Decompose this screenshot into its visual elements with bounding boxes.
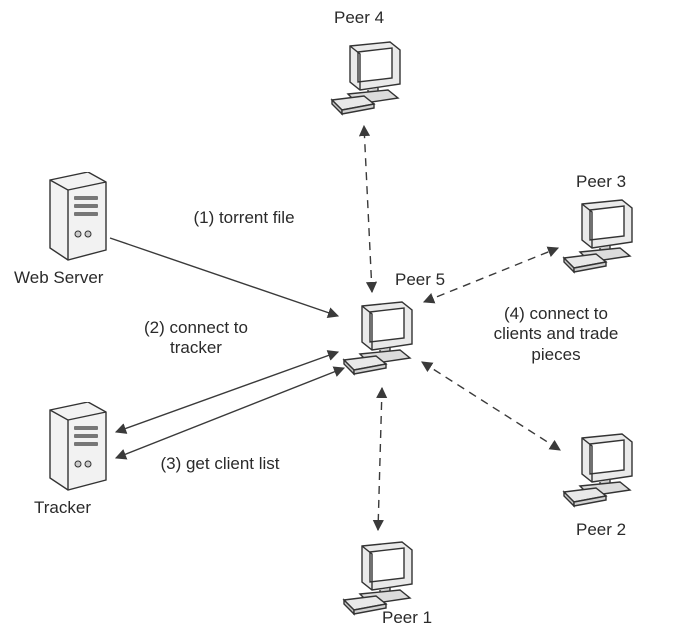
edge-label-4: (4) connect toclients and tradepieces bbox=[466, 304, 646, 365]
peer4-node bbox=[328, 40, 406, 123]
peer2-node bbox=[560, 432, 638, 515]
webserver-label: Web Server bbox=[14, 268, 103, 288]
peer2-label: Peer 2 bbox=[576, 520, 626, 540]
edge-label-2: (2) connect totracker bbox=[116, 318, 276, 359]
tracker-label: Tracker bbox=[34, 498, 91, 518]
peer3-node bbox=[560, 198, 638, 281]
tracker-node bbox=[38, 402, 108, 499]
edge-e6 bbox=[422, 362, 560, 450]
webserver-node bbox=[38, 172, 108, 269]
peer5-label: Peer 5 bbox=[395, 270, 445, 290]
edge-label-3: (3) get client list bbox=[120, 454, 320, 474]
edge-e7 bbox=[378, 388, 382, 530]
edge-label-1: (1) torrent file bbox=[144, 208, 344, 228]
peer4-label: Peer 4 bbox=[334, 8, 384, 28]
edge-e2 bbox=[116, 352, 338, 432]
peer1-label: Peer 1 bbox=[382, 608, 432, 628]
peer3-label: Peer 3 bbox=[576, 172, 626, 192]
peer5-node bbox=[340, 300, 418, 383]
edge-e4 bbox=[364, 126, 372, 292]
edge-e3 bbox=[116, 368, 344, 458]
edge-e1 bbox=[110, 238, 338, 316]
